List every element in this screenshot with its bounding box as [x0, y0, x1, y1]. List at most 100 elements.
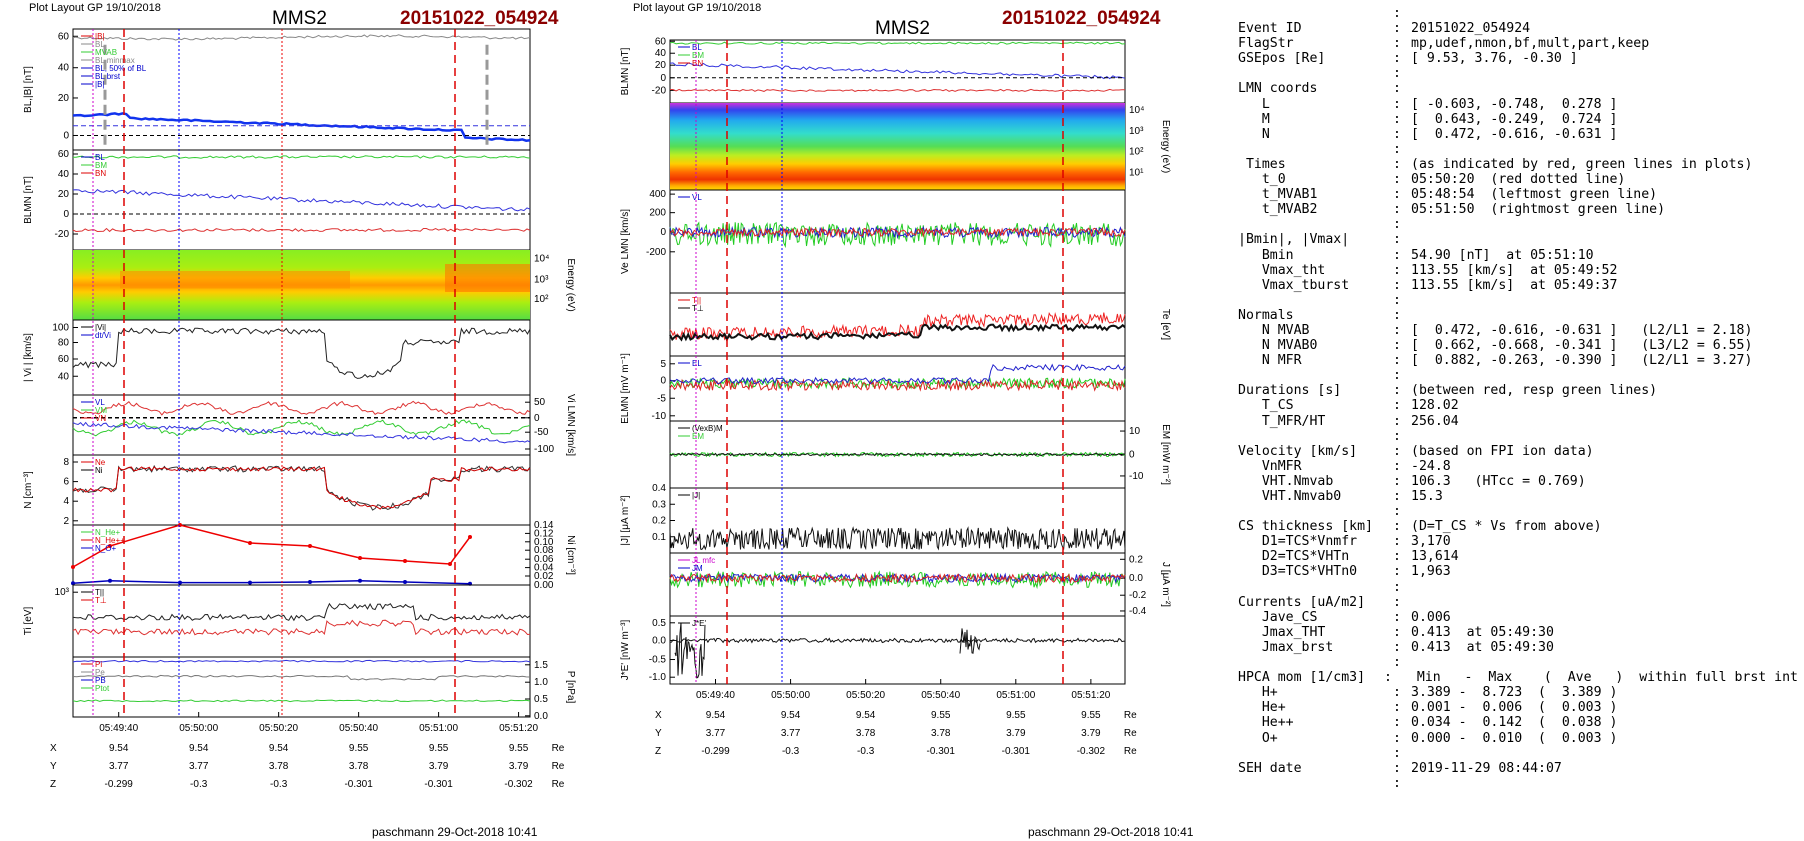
info-key: T_MFR/HT	[1238, 413, 1326, 429]
info-row: D1=TCS*Vnmfr:3,170	[1238, 534, 1798, 549]
info-row: VHT.Nmvab:106.3 (HTcc = 0.769)	[1238, 474, 1798, 489]
data-point	[308, 544, 312, 548]
info-value: 54.90 [nT] at 05:51:10	[1411, 247, 1594, 263]
tick-label: 80	[58, 338, 70, 349]
tick-label: 0.0	[652, 635, 666, 646]
axis-label: P [nPa]	[565, 671, 576, 704]
data-point	[308, 580, 312, 584]
legend-label: N_O+	[95, 544, 116, 553]
pos-value: 9.54	[109, 743, 129, 754]
legend-label: VN	[95, 414, 106, 423]
info-key: Jave_CS	[1238, 609, 1318, 625]
tick-label: 1.0	[534, 677, 548, 688]
info-key: N MVAB0	[1238, 338, 1318, 354]
info-key	[1238, 655, 1393, 670]
tick-label: 0.3	[652, 499, 666, 510]
info-key: Vmax_tht	[1238, 262, 1326, 278]
info-colon: :	[1393, 81, 1401, 97]
tick-label: 0.2	[1129, 554, 1143, 565]
pos-value: 9.55	[931, 710, 951, 721]
info-row: T_CS:128.02	[1238, 398, 1798, 413]
legend-label: BL minmax	[95, 56, 135, 65]
legend-label: Ni	[95, 466, 103, 475]
tick-label: 05:50:20	[846, 690, 885, 701]
info-value: 2019-11-29 08:44:07	[1411, 760, 1562, 776]
data-point	[468, 535, 472, 539]
series-line	[669, 226, 1126, 239]
legend-label: BL	[95, 40, 105, 49]
tick-label: 10³	[1129, 126, 1144, 137]
info-row: :	[1238, 655, 1798, 670]
info-key: SEH date	[1238, 760, 1302, 776]
info-row: Vmax_tburst:113.55 [km/s] at 05:49:37	[1238, 278, 1798, 293]
pos-value: 3.79	[1081, 728, 1101, 739]
pos-value: -0.301	[424, 779, 453, 790]
series-line	[72, 464, 531, 511]
pos-row-label: Z	[50, 779, 56, 790]
info-value: 05:51:50 (rightmost green line)	[1411, 202, 1666, 218]
tick-label: 0	[660, 227, 666, 238]
series-line	[669, 452, 1126, 457]
tick-label: 10¹	[1129, 168, 1144, 179]
pos-value: 3.79	[1006, 728, 1026, 739]
info-value: [ -0.603, -0.748, 0.278 ]	[1411, 96, 1618, 112]
info-colon: :	[1393, 338, 1401, 354]
axis-label: BLMN [nT]	[23, 176, 34, 224]
pos-row-label: Y	[655, 728, 662, 739]
info-value: 113.55 [km/s] at 05:49:52	[1411, 262, 1618, 278]
info-row: H+:3.389 - 8.723 ( 3.389 )	[1238, 685, 1798, 700]
axis-label: BL,|B| [nT]	[23, 66, 34, 113]
info-colon: :	[1393, 262, 1401, 278]
legend-label: dt/Vi	[95, 331, 111, 340]
series-line	[72, 327, 531, 379]
tick-label: -100	[534, 444, 554, 455]
axis-label: Ti [eV]	[23, 607, 34, 636]
info-colon: :	[1393, 202, 1401, 218]
info-colon: :	[1393, 383, 1401, 399]
info-row: t_MVAB2:05:51:50 (rightmost green line)	[1238, 202, 1798, 217]
tick-label: -50	[534, 427, 549, 438]
series-line	[669, 376, 1126, 390]
tick-label: 400	[649, 189, 666, 200]
legend-label: BN	[692, 59, 703, 68]
tick-label: -0.4	[1129, 606, 1147, 617]
info-value: 3.389 - 8.723 ( 3.389 )	[1411, 685, 1618, 701]
series-line	[669, 378, 1126, 392]
legend-label: VL	[692, 193, 702, 202]
info-key: D3=TCS*VHTn0	[1238, 564, 1358, 580]
info-key: Durations [s]	[1238, 383, 1342, 399]
info-colon: :	[1393, 141, 1401, 157]
tick-label: 0.0	[1129, 573, 1143, 584]
info-value: 0.000 - 0.010 ( 0.003 )	[1411, 730, 1618, 746]
info-value: 15.3	[1411, 489, 1443, 504]
info-colon: :	[1393, 217, 1401, 233]
tick-label: 20	[655, 60, 667, 71]
info-key: N MVAB	[1238, 322, 1310, 338]
series-line	[959, 628, 981, 654]
info-value: Min - Max ( Ave ) within full brst int	[1401, 670, 1798, 686]
info-row: L: [ -0.603, -0.748, 0.278 ]	[1238, 97, 1798, 112]
tick-label: 05:51:20	[499, 723, 538, 734]
pos-value: 9.54	[706, 710, 726, 721]
pos-unit: Re	[1124, 710, 1137, 721]
tick-label: 05:51:00	[419, 723, 458, 734]
tick-label: 2	[63, 516, 69, 527]
data-point	[448, 562, 452, 566]
tick-label: 0	[660, 73, 666, 84]
info-key	[1238, 429, 1393, 444]
pos-row-label: X	[655, 710, 662, 721]
tick-label: 40	[58, 371, 70, 382]
tick-label: 6	[63, 477, 69, 488]
data-point	[403, 559, 407, 563]
axis-label: Energy (eV)	[1160, 120, 1171, 173]
tick-label: 0.5	[534, 694, 548, 705]
info-row: :	[1238, 746, 1798, 761]
series-line	[669, 225, 1126, 240]
series-line	[669, 637, 1126, 644]
info-key: Event ID	[1238, 21, 1302, 37]
info-key	[1238, 142, 1393, 157]
series-line	[72, 400, 531, 416]
axis-label: N [cm⁻³]	[23, 471, 34, 509]
info-colon: :	[1393, 458, 1401, 474]
info-colon: :	[1393, 156, 1401, 172]
